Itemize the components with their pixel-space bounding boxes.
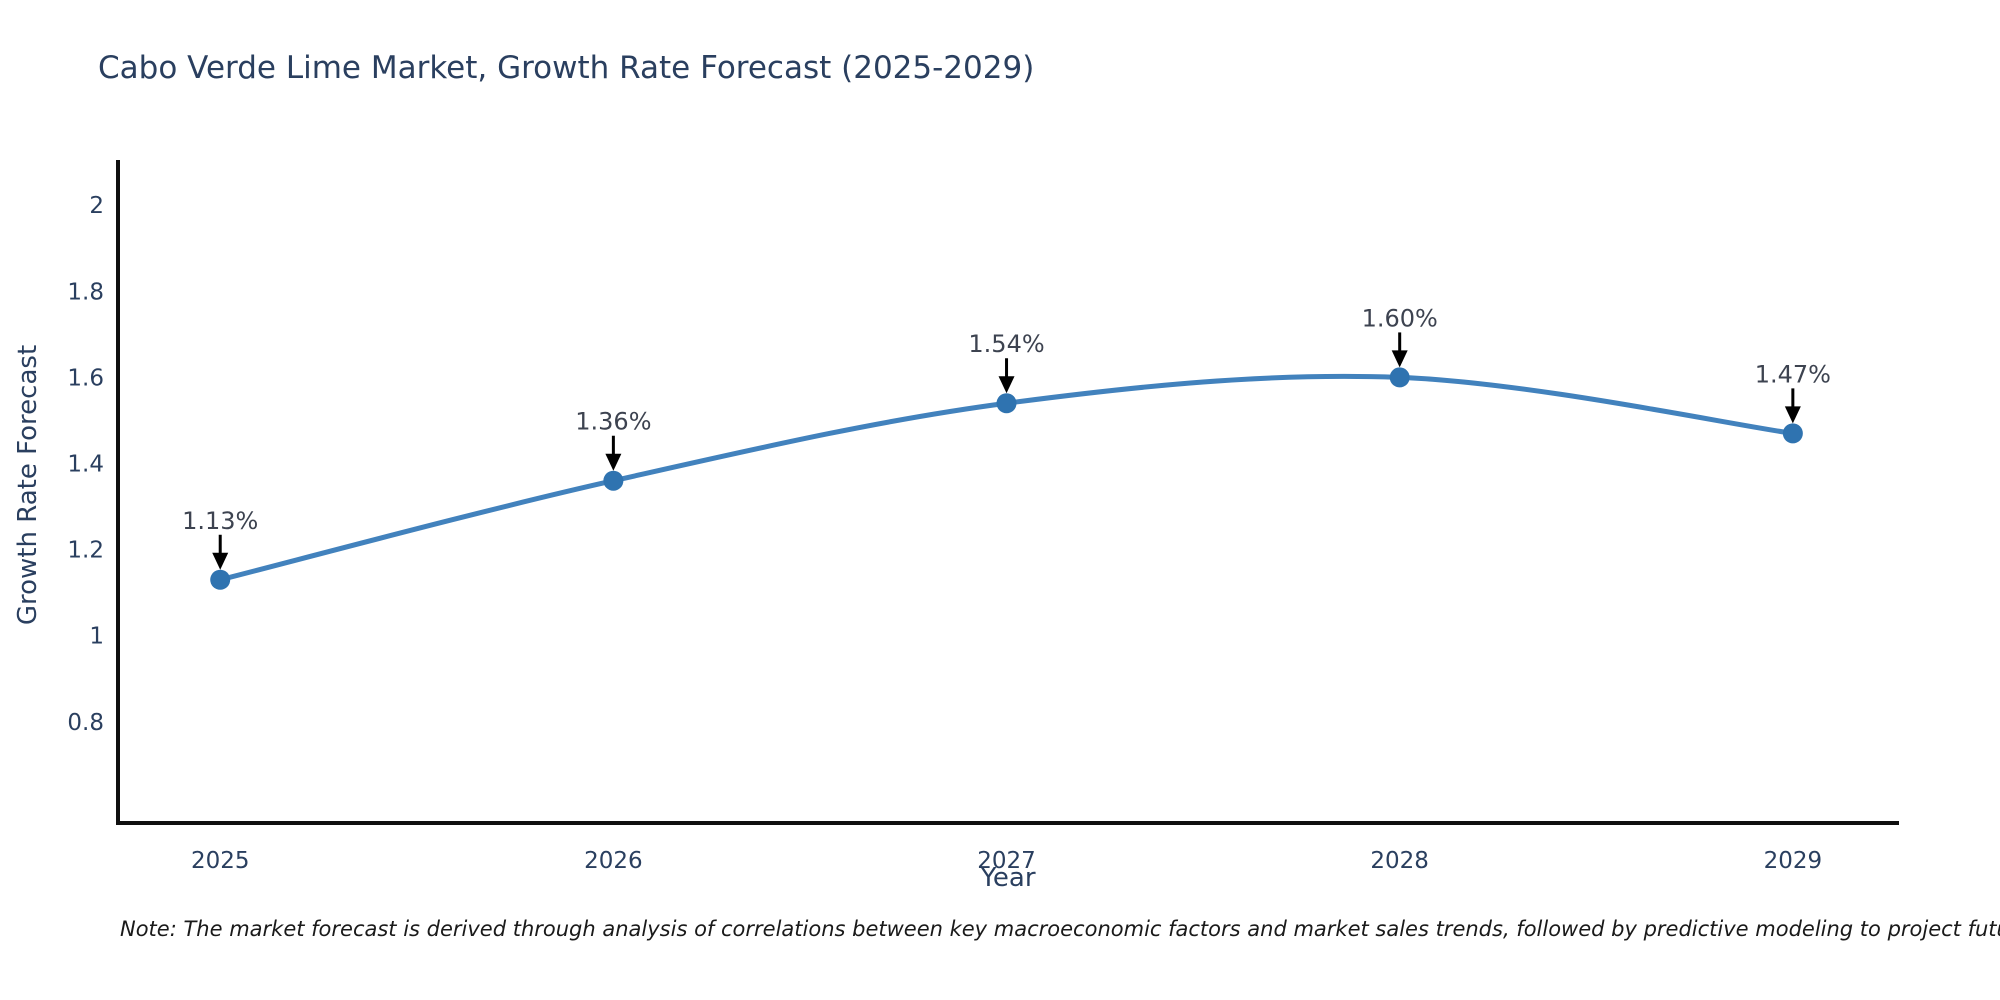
y-tick-label: 1.6 (67, 365, 104, 391)
point-annotation-label: 1.60% (1362, 304, 1438, 332)
annotation-arrowhead-icon (212, 552, 229, 570)
y-axis-title: Growth Rate Forecast (13, 344, 43, 626)
annotation-arrowhead-icon (605, 453, 622, 471)
x-tick-label: 2027 (977, 848, 1036, 874)
point-annotation-label: 1.54% (968, 330, 1044, 358)
y-tick-label: 2 (89, 193, 104, 219)
x-tick-label: 2028 (1370, 848, 1429, 874)
x-tick-label: 2029 (1764, 848, 1823, 874)
data-point-marker (603, 470, 624, 491)
data-point-marker (1389, 367, 1410, 388)
data-point-marker (996, 393, 1017, 414)
data-point-marker (1782, 423, 1803, 444)
annotation-arrowhead-icon (1784, 406, 1801, 424)
x-tick-label: 2025 (191, 848, 250, 874)
footnote: Note: The market forecast is derived thr… (120, 917, 2000, 941)
point-annotation-label: 1.36% (575, 408, 651, 436)
point-annotation-label: 1.47% (1755, 360, 1831, 388)
y-tick-label: 1.4 (67, 452, 104, 478)
x-axis-title: Year (980, 863, 1036, 893)
annotation-arrowhead-icon (1391, 350, 1408, 368)
chart-title: Cabo Verde Lime Market, Growth Rate Fore… (98, 50, 1035, 86)
y-tick-label: 1.8 (67, 279, 104, 305)
y-tick-label: 1.2 (67, 538, 104, 564)
y-tick-label: 1 (89, 624, 104, 650)
data-point-marker (210, 569, 231, 590)
y-tick-label: 0.8 (67, 710, 104, 736)
x-tick-label: 2026 (584, 848, 643, 874)
annotation-arrowhead-icon (998, 376, 1015, 394)
point-annotation-label: 1.13% (182, 507, 258, 535)
